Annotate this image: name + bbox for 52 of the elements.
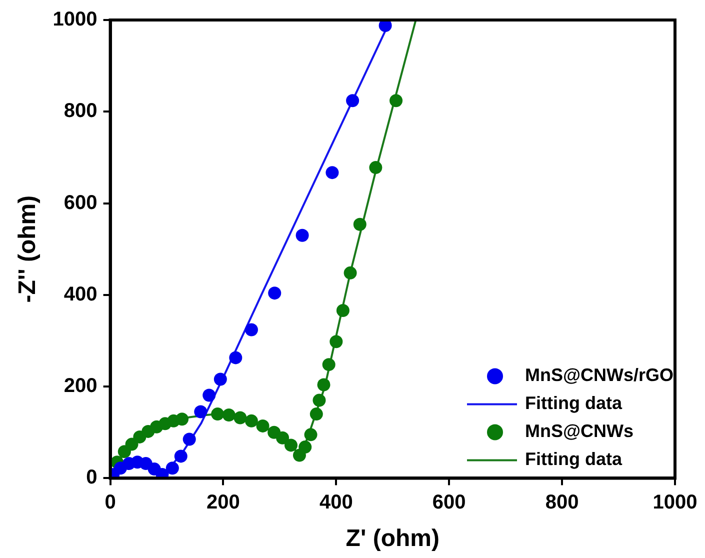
point (166, 462, 179, 475)
point (344, 266, 357, 280)
x-axis-title: Z' (ohm) (346, 525, 440, 552)
point (353, 218, 366, 231)
point (268, 286, 282, 300)
y-tick-label: 400 (64, 283, 98, 306)
point (222, 408, 236, 422)
point (276, 431, 290, 444)
point (256, 419, 270, 432)
legend-label: MnS@CNWs/rGO (525, 365, 674, 386)
point (298, 440, 312, 454)
point (211, 408, 224, 421)
point (336, 304, 350, 317)
point (244, 323, 258, 336)
point (284, 438, 298, 452)
x-tick-label: 200 (206, 492, 240, 514)
point (369, 161, 382, 174)
x-tick-label: 600 (432, 492, 466, 514)
x-tick-label: 0 (104, 492, 116, 514)
legend-label: Fitting data (525, 393, 623, 414)
point (229, 351, 242, 364)
point (202, 388, 216, 402)
point (304, 428, 318, 442)
y-tick-label: 200 (64, 375, 98, 398)
y-axis-title: -Z'' (ohm) (14, 195, 42, 303)
x-tick-label: 400 (319, 492, 353, 514)
x-tick-label: 800 (545, 492, 579, 514)
point (390, 94, 403, 108)
point (312, 394, 326, 407)
point (125, 438, 138, 451)
point (330, 335, 343, 348)
y-tick-label: 1000 (52, 8, 98, 31)
point (214, 372, 227, 386)
legend-label: MnS@CNWs (525, 421, 634, 442)
point (310, 408, 323, 421)
point (174, 450, 188, 463)
point (322, 358, 336, 372)
point (194, 405, 208, 418)
point (234, 411, 247, 424)
y-tick-label: 0 (86, 466, 98, 489)
point (296, 228, 309, 242)
point (326, 166, 339, 180)
point (182, 432, 196, 446)
legend-label: Fitting data (525, 449, 623, 470)
y-tick-label: 800 (64, 100, 98, 122)
x-tick-label: 1000 (652, 492, 698, 514)
point (176, 412, 189, 426)
point (317, 378, 330, 392)
point (244, 414, 258, 428)
point (378, 20, 392, 32)
y-tick-label: 600 (64, 192, 98, 214)
point (346, 94, 360, 108)
